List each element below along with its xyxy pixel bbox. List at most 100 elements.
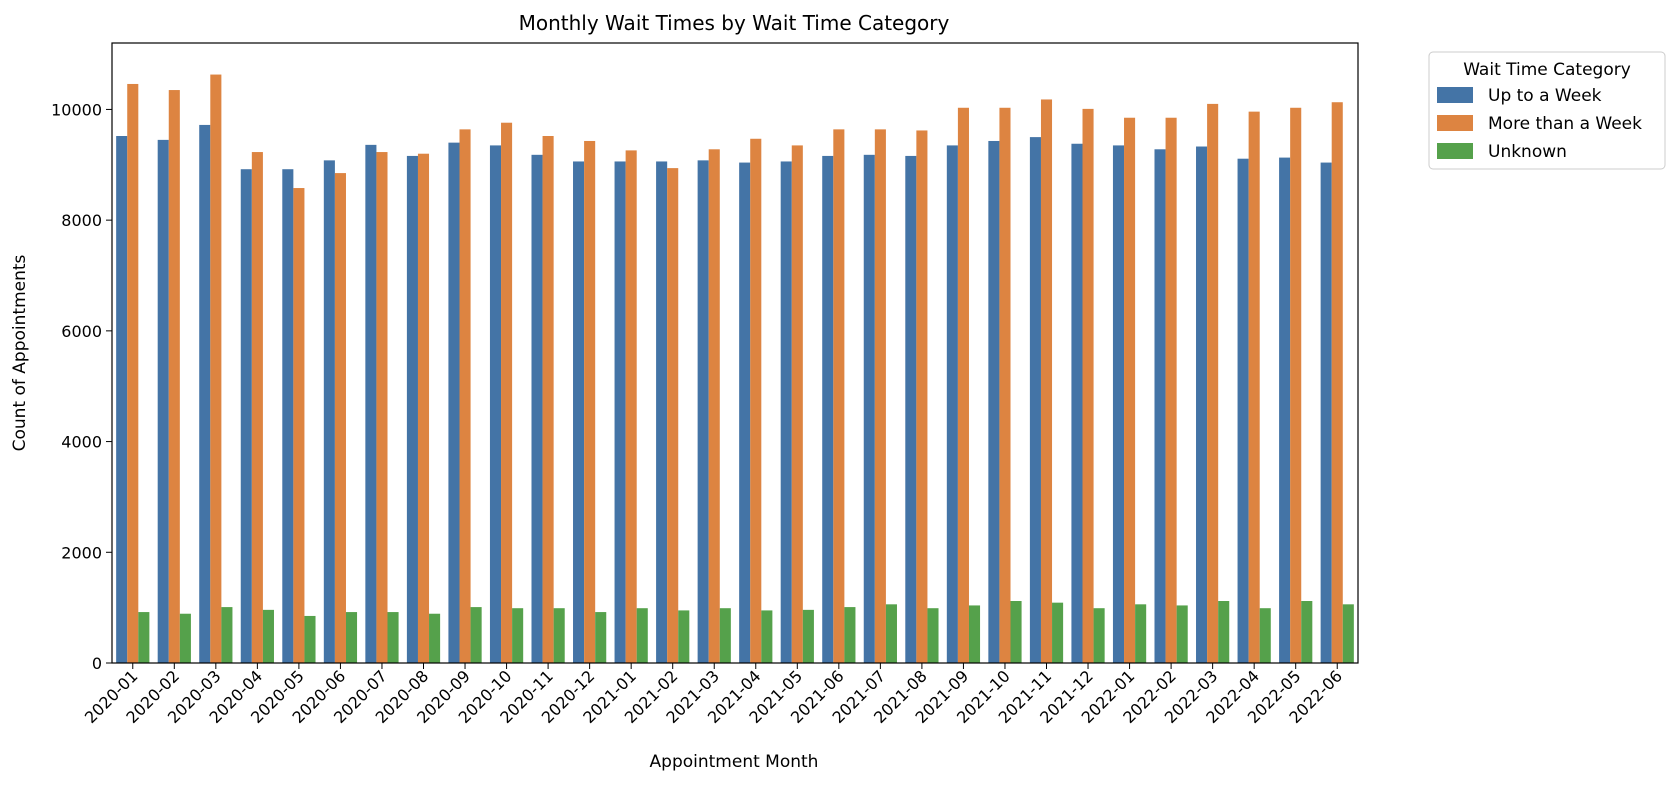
x-axis-label: Appointment Month (650, 752, 819, 772)
y-tick-label: 6000 (61, 322, 102, 341)
bar-up-to-a-week-2020-11 (531, 154, 543, 663)
y-tick-label: 8000 (61, 211, 102, 230)
bar-more-than-a-week-2021-05 (791, 145, 803, 663)
bar-up-to-a-week-2021-09 (946, 145, 958, 663)
bar-unknown-2020-10 (512, 608, 524, 663)
bar-up-to-a-week-2020-05 (282, 169, 294, 663)
bar-unknown-2020-11 (553, 608, 565, 663)
y-axis: 0 2000 4000 6000 8000 10000 (51, 100, 112, 673)
bar-more-than-a-week-2020-04 (251, 152, 263, 664)
bar-more-than-a-week-2022-02 (1165, 117, 1177, 664)
bar-more-than-a-week-2020-02 (168, 90, 180, 664)
legend-title: Wait Time Category (1463, 60, 1631, 80)
bar-more-than-a-week-2020-08 (417, 153, 430, 663)
bar-unknown-2020-06 (345, 612, 358, 663)
bar-up-to-a-week-2022-03 (1196, 146, 1208, 663)
bar-up-to-a-week-2021-12 (1071, 143, 1083, 663)
bar-up-to-a-week-2021-05 (780, 161, 792, 663)
bar-more-than-a-week-2020-10 (501, 122, 513, 663)
legend-label-more-than-a-week: More than a Week (1488, 114, 1642, 134)
bar-more-than-a-week-2021-12 (1082, 108, 1094, 664)
legend: Wait Time Category Up to a Week More than… (1428, 51, 1666, 170)
plot-frame (111, 42, 1359, 664)
bar-more-than-a-week-2022-04 (1248, 111, 1260, 663)
bar-unknown-2020-07 (387, 612, 399, 663)
bar-unknown-2021-04 (761, 610, 773, 663)
bar-unknown-2020-09 (470, 607, 482, 663)
bar-more-than-a-week-2021-07 (874, 129, 886, 664)
chart-title: Monthly Wait Times by Wait Time Category (519, 11, 950, 35)
bar-more-than-a-week-2020-12 (584, 140, 596, 664)
bar-unknown-2020-05 (304, 615, 316, 663)
bar-up-to-a-week-2020-01 (116, 136, 128, 663)
y-tick-label: 4000 (61, 433, 102, 452)
bar-more-than-a-week-2021-08 (916, 130, 928, 663)
bar-up-to-a-week-2021-02 (656, 161, 668, 663)
bar-up-to-a-week-2020-08 (406, 155, 418, 663)
bar-unknown-2021-01 (636, 608, 648, 663)
bar-up-to-a-week-2022-06 (1320, 162, 1332, 663)
bar-more-than-a-week-2022-05 (1290, 107, 1302, 663)
bar-more-than-a-week-2021-02 (667, 168, 679, 664)
bar-unknown-2021-12 (1093, 608, 1105, 663)
bar-up-to-a-week-2021-07 (863, 154, 875, 663)
bar-more-than-a-week-2020-09 (459, 129, 471, 664)
bar-unknown-2021-11 (1052, 602, 1064, 663)
bar-up-to-a-week-2020-02 (157, 139, 169, 664)
bar-unknown-2020-02 (179, 613, 191, 663)
bar-up-to-a-week-2022-05 (1279, 157, 1291, 663)
legend-label-unknown: Unknown (1488, 142, 1567, 162)
bar-unknown-2021-03 (719, 608, 731, 663)
legend-swatch-up-to-a-week (1437, 87, 1473, 103)
bar-more-than-a-week-2020-01 (127, 83, 139, 663)
bar-more-than-a-week-2020-03 (210, 74, 222, 664)
bar-more-than-a-week-2022-03 (1207, 103, 1219, 663)
legend-label-up-to-a-week: Up to a Week (1488, 86, 1602, 106)
bar-more-than-a-week-2020-11 (542, 136, 554, 663)
bar-up-to-a-week-2020-07 (365, 144, 377, 664)
bar-up-to-a-week-2022-04 (1237, 158, 1249, 663)
y-axis-label: Count of Appointments (10, 254, 30, 451)
bar-unknown-2020-08 (429, 613, 441, 663)
bar-more-than-a-week-2020-05 (293, 188, 305, 664)
bar-more-than-a-week-2021-01 (625, 150, 637, 663)
bar-up-to-a-week-2022-02 (1154, 149, 1166, 664)
bar-unknown-2020-04 (262, 609, 274, 663)
bar-more-than-a-week-2021-11 (1040, 99, 1053, 663)
bar-up-to-a-week-2020-04 (240, 169, 252, 663)
bar-up-to-a-week-2021-08 (905, 155, 917, 663)
bar-more-than-a-week-2021-09 (957, 107, 969, 663)
legend-box (1428, 51, 1666, 170)
bar-up-to-a-week-2020-09 (448, 142, 460, 663)
bar-up-to-a-week-2020-06 (323, 160, 335, 664)
bar-more-than-a-week-2021-10 (999, 107, 1011, 663)
bar-up-to-a-week-2020-03 (199, 124, 211, 664)
x-axis: 2020-012020-022020-032020-042020-052020-… (81, 663, 1346, 727)
bars-group (116, 74, 1354, 664)
bar-unknown-2020-12 (595, 612, 607, 663)
legend-swatch-unknown (1437, 143, 1473, 159)
bar-unknown-2021-02 (678, 610, 690, 663)
bar-unknown-2022-02 (1176, 605, 1188, 663)
bar-unknown-2021-09 (968, 605, 981, 663)
bar-unknown-2021-08 (927, 608, 939, 663)
bar-unknown-2021-07 (885, 604, 897, 663)
legend-swatch-more-than-a-week (1437, 115, 1473, 131)
bar-more-than-a-week-2022-01 (1124, 117, 1136, 664)
bar-up-to-a-week-2020-12 (573, 161, 585, 663)
bar-more-than-a-week-2021-06 (833, 129, 845, 664)
bar-more-than-a-week-2021-03 (708, 149, 720, 664)
bar-up-to-a-week-2021-04 (739, 162, 751, 663)
bar-unknown-2022-06 (1342, 604, 1354, 663)
bar-more-than-a-week-2021-04 (750, 138, 762, 663)
bar-more-than-a-week-2020-07 (376, 152, 388, 664)
bar-up-to-a-week-2021-06 (822, 155, 834, 663)
bar-up-to-a-week-2021-10 (988, 140, 1000, 664)
bar-unknown-2021-06 (844, 607, 856, 663)
bar-up-to-a-week-2021-03 (697, 160, 709, 664)
bar-unknown-2020-01 (138, 612, 150, 663)
bar-unknown-2022-04 (1259, 608, 1271, 663)
bar-more-than-a-week-2020-06 (334, 173, 346, 663)
bar-unknown-2020-03 (221, 607, 233, 663)
